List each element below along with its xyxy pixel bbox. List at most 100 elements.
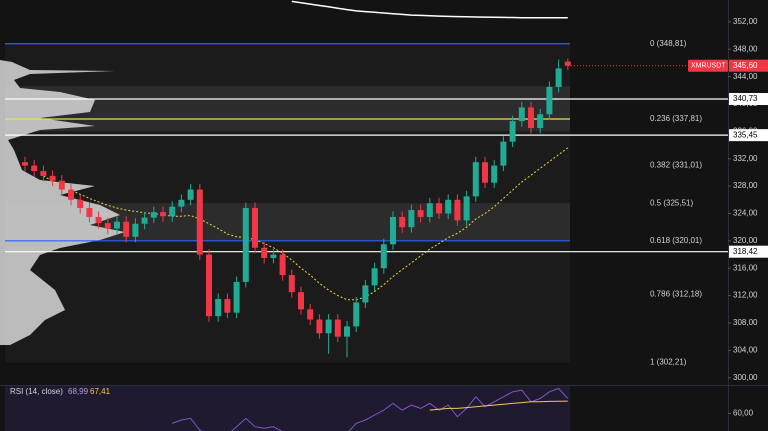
y-tick-label: 352,00 [733,17,758,26]
symbol-box [688,59,728,72]
long-average [291,0,568,19]
y-tick-label: 300,00 [733,373,758,382]
candle-body [196,189,203,255]
candle-body [555,68,562,87]
candle-body [288,275,295,293]
candle-body [528,107,534,128]
rsi-signal-reading: 67,41 [90,387,111,396]
candle-body [150,212,157,218]
candle-body [380,244,387,269]
candle-body [334,319,341,337]
last-price-box [729,59,768,72]
candle-body [362,285,369,303]
price-label-box [729,245,768,258]
candle-body [509,121,516,142]
main-pane [5,0,728,358]
price-label-box [729,93,768,106]
candle-body [40,171,47,176]
last-price-label: 345,60 [733,61,758,70]
candle-body [546,86,553,115]
candle-body [31,165,38,172]
y-tick-label: 312,00 [733,291,758,300]
symbol-label: XMRUSDT [691,63,726,70]
candle-body [77,199,84,209]
fib-label: 0 (348,81) [650,39,687,48]
price-label-box [729,129,768,142]
y-tick-label: 348,00 [733,44,758,53]
candle-body [261,247,268,258]
candle-body [178,199,185,207]
candle-body [500,141,507,166]
rsi-pane [172,387,569,431]
candle-body [399,216,406,228]
candle-body [206,254,212,317]
rsi-signal-line [429,400,568,411]
candle-body [518,107,525,122]
candle-body [123,221,130,237]
candle-body [491,165,498,183]
zone [5,86,570,132]
price-label: 318,42 [733,247,758,256]
fib-label: 0.5 (325,51) [650,198,693,207]
fib-label: 1 (302,21) [650,358,687,367]
candle-body [307,309,314,320]
price-label: 335,45 [733,130,758,139]
candle-body [169,206,176,217]
candle-body [68,189,74,200]
fib-label: 0.786 (312,18) [650,289,702,298]
candle-body [215,299,222,317]
candle-body [408,210,415,228]
y-tick-label: 328,00 [733,181,758,190]
moving-average [43,147,569,301]
candle-body [132,223,139,237]
candle-body [344,326,350,337]
candle-body [242,208,249,282]
candle-body [537,114,544,128]
y-tick-label: 324,00 [733,209,758,218]
volume-profile [0,60,125,345]
candle-body [160,212,166,217]
rsi-band [5,386,570,431]
candle-body [114,221,120,229]
candle-body [22,162,28,166]
price-label: 340,73 [733,94,758,103]
candle-body [482,162,488,183]
candle-body [95,216,102,224]
rsi-tick-label: 60,00 [733,409,754,418]
candle-body [141,217,148,224]
candle-body [279,254,286,276]
y-tick-label: 320,00 [733,236,758,245]
y-tick-label: 344,00 [733,72,758,81]
candle-body [564,61,571,66]
candle-body [445,199,452,214]
candle-body [454,199,461,221]
candle-body [86,208,93,217]
candle-body [316,319,323,334]
y-tick-label: 304,00 [733,345,758,354]
fib-label: 0.236 (337,81) [650,114,702,123]
candle-body [252,208,258,248]
fib-label: 0.618 (320,01) [650,236,702,245]
candle-body [270,254,277,258]
candle-body [49,175,56,181]
candle-body [325,319,332,334]
y-tick-label: 332,00 [733,154,758,163]
rsi-reading: 68,99 [68,387,89,396]
y-tick-label: 316,00 [733,263,758,272]
candle-body [298,292,304,310]
candle-body [472,162,479,197]
candle-body [187,189,194,200]
candle-body [417,210,424,217]
candle-body [426,203,433,217]
candle-body [58,180,65,190]
candle-body [371,268,378,286]
rsi-title: RSI (14, close) [10,387,63,396]
candle-body [104,223,111,229]
rsi-line [172,387,569,431]
candle-body [353,302,360,327]
candle-body [463,196,470,221]
candle-body [436,203,442,214]
candle-body [224,299,231,313]
